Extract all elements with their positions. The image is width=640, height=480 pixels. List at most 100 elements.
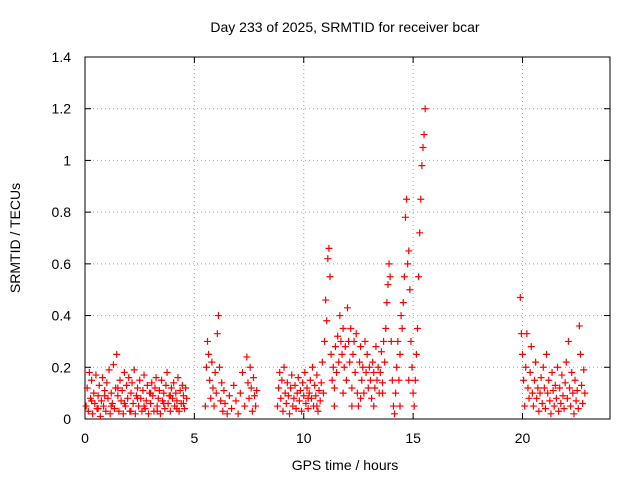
data-point bbox=[571, 376, 579, 384]
data-point bbox=[368, 394, 376, 402]
data-point bbox=[318, 358, 326, 366]
data-point bbox=[412, 350, 420, 358]
data-point bbox=[113, 350, 121, 358]
data-point bbox=[516, 293, 524, 301]
data-point bbox=[337, 337, 345, 345]
data-point bbox=[536, 389, 544, 397]
data-point bbox=[300, 392, 308, 400]
data-point bbox=[567, 402, 575, 410]
data-point bbox=[340, 363, 348, 371]
data-point bbox=[389, 402, 397, 410]
data-point bbox=[404, 260, 412, 268]
data-point bbox=[170, 379, 178, 387]
data-point bbox=[251, 392, 259, 400]
data-point bbox=[419, 144, 427, 151]
data-point bbox=[525, 394, 533, 402]
data-point bbox=[350, 337, 358, 345]
data-point bbox=[306, 376, 314, 384]
data-point bbox=[249, 374, 257, 382]
data-point bbox=[370, 368, 378, 376]
data-point bbox=[535, 407, 543, 415]
data-point bbox=[401, 213, 409, 221]
data-point bbox=[241, 402, 249, 410]
data-point bbox=[344, 304, 351, 312]
data-point bbox=[217, 397, 225, 405]
data-point bbox=[315, 387, 323, 395]
data-point bbox=[558, 371, 566, 379]
data-point bbox=[179, 399, 187, 407]
data-point bbox=[207, 394, 215, 402]
data-point bbox=[336, 312, 344, 320]
data-point bbox=[373, 376, 381, 384]
data-point bbox=[420, 131, 428, 139]
data-point bbox=[143, 381, 151, 389]
data-point bbox=[410, 402, 418, 410]
data-point bbox=[88, 397, 96, 405]
data-point bbox=[540, 384, 548, 392]
data-point bbox=[280, 363, 288, 371]
data-point bbox=[94, 392, 102, 400]
data-point bbox=[382, 325, 390, 332]
data-point bbox=[328, 376, 336, 384]
data-point bbox=[338, 350, 346, 358]
data-point bbox=[405, 247, 413, 255]
data-point bbox=[519, 350, 526, 358]
data-point bbox=[379, 379, 386, 387]
data-point bbox=[127, 407, 135, 415]
data-point bbox=[579, 399, 587, 407]
data-point bbox=[219, 407, 227, 415]
data-point bbox=[172, 389, 180, 397]
data-point bbox=[555, 407, 563, 415]
data-point bbox=[152, 374, 160, 382]
data-point bbox=[572, 397, 580, 405]
data-point bbox=[102, 407, 110, 415]
data-point bbox=[174, 374, 182, 382]
data-point bbox=[573, 387, 581, 395]
data-point bbox=[316, 397, 324, 405]
data-point bbox=[312, 392, 320, 400]
data-point bbox=[335, 358, 343, 366]
data-point bbox=[161, 405, 169, 413]
data-point bbox=[387, 337, 395, 345]
data-point bbox=[563, 394, 571, 402]
data-point bbox=[151, 384, 159, 392]
data-point bbox=[578, 381, 586, 389]
data-point bbox=[302, 399, 310, 407]
data-point bbox=[524, 384, 532, 392]
data-point bbox=[528, 389, 536, 397]
data-point bbox=[356, 358, 364, 366]
data-point bbox=[418, 162, 426, 170]
data-point bbox=[239, 368, 246, 376]
data-point bbox=[395, 376, 403, 384]
data-point bbox=[144, 410, 152, 418]
data-point bbox=[181, 405, 189, 413]
data-point bbox=[228, 405, 236, 413]
data-point bbox=[83, 384, 91, 392]
data-point bbox=[284, 392, 292, 400]
data-point bbox=[317, 379, 325, 387]
axis-ticks bbox=[84, 56, 610, 420]
data-point bbox=[339, 325, 347, 332]
data-point bbox=[366, 376, 374, 384]
data-point bbox=[107, 389, 115, 397]
data-point bbox=[89, 410, 97, 418]
data-point bbox=[100, 402, 108, 410]
data-point bbox=[163, 368, 171, 376]
data-point bbox=[416, 229, 424, 237]
data-point bbox=[246, 363, 254, 371]
data-points bbox=[82, 105, 589, 420]
data-point bbox=[522, 363, 530, 371]
data-point bbox=[566, 384, 574, 392]
data-point bbox=[581, 389, 589, 397]
data-point bbox=[527, 343, 535, 351]
data-point bbox=[326, 273, 334, 281]
data-point bbox=[351, 368, 359, 376]
data-point bbox=[385, 260, 393, 268]
data-point bbox=[296, 387, 304, 395]
data-point bbox=[330, 402, 338, 410]
data-point bbox=[560, 405, 568, 413]
data-point bbox=[361, 337, 369, 345]
data-point bbox=[97, 397, 105, 405]
data-point bbox=[120, 368, 128, 376]
